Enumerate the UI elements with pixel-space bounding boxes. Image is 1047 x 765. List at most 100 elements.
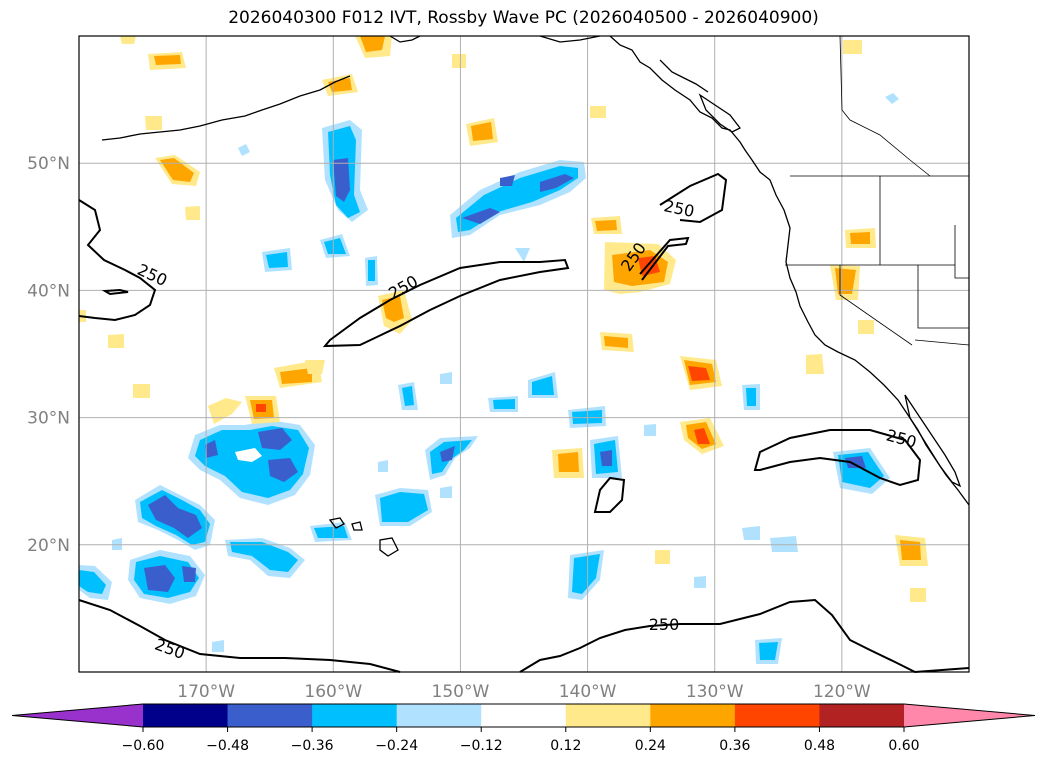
contour-line: [322, 258, 570, 348]
anomaly-patch: [843, 40, 862, 54]
anomaly-patch: [452, 54, 466, 68]
colorbar-bin: [565, 704, 651, 727]
map-title: 2026040300 F012 IVT, Rossby Wave PC (202…: [228, 8, 819, 28]
lon-tick-label: 170°W: [177, 682, 235, 702]
anomaly-patch: [493, 399, 515, 409]
anomaly-patch: [112, 538, 122, 550]
anomaly-patch: [380, 492, 428, 522]
anomaly-patch: [328, 78, 352, 92]
anomaly-patch: [185, 206, 200, 220]
anomaly-patch: [600, 450, 612, 466]
colorbar-under-extension: [12, 704, 143, 727]
latitude-tick-labels: 20°N 30°N 40°N 50°N: [27, 154, 70, 556]
anomaly-patch: [212, 640, 224, 652]
baja-california: [904, 394, 962, 488]
colorbar-tick-label: −0.24: [375, 738, 418, 754]
anomaly-patch: [558, 452, 579, 472]
colorbar-over-extension: [904, 704, 1035, 727]
anomaly-patch: [462, 174, 574, 224]
anomaly-patch: [148, 495, 202, 538]
colorbar-bin: [143, 704, 229, 727]
anomaly-patch: [644, 424, 656, 436]
colorbar-tick-label: −0.12: [460, 738, 503, 754]
anomaly-patch: [108, 334, 124, 348]
anomaly-patch: [230, 542, 298, 572]
colorbar-tick-labels: −0.60 −0.48 −0.36 −0.24 −0.12 0.12 0.24 0.36 0.4…: [122, 727, 920, 754]
anomaly-patch: [360, 36, 385, 52]
map-area: 250 250 250 250 250 250 250: [78, 35, 970, 674]
contour-line: [78, 199, 157, 322]
north-america-coastline: [609, 35, 970, 506]
contour-line: [753, 429, 922, 487]
contour-line: [519, 598, 970, 674]
contour-label: 250: [649, 615, 680, 634]
contour-line: [639, 236, 690, 281]
lon-tick-label: 150°W: [432, 682, 490, 702]
anomaly-patch: [694, 428, 710, 444]
ivt-250-contours: [78, 172, 970, 674]
kodiak: [389, 35, 421, 43]
grid-lines: [79, 36, 969, 672]
anomaly-patch: [910, 588, 926, 602]
colorbar-bin: [734, 704, 820, 727]
anomaly-patch: [885, 93, 899, 104]
anomaly-patch: [590, 106, 606, 118]
anomaly-patch: [604, 336, 628, 348]
colorbar-bin: [481, 704, 567, 727]
anomaly-patch: [256, 404, 266, 412]
anomaly-patch: [440, 446, 455, 462]
vancouver-island: [698, 93, 741, 133]
anomaly-patch: [235, 448, 262, 462]
anomaly-patch: [368, 260, 375, 281]
lat-tick-label: 40°N: [27, 281, 70, 301]
anomaly-patch: [806, 354, 824, 374]
longitude-tick-labels: 170°W 160°W 150°W 140°W 130°W 120°W: [177, 682, 871, 702]
anomaly-patch: [572, 554, 600, 594]
anomaly-patch: [79, 570, 106, 594]
southeast-alaska: [659, 59, 709, 93]
colorbar-tick-label: 0.12: [550, 738, 581, 754]
colorbar-bin: [650, 704, 736, 727]
colorbar-bin: [227, 704, 313, 727]
colorbar-tick-label: −0.48: [206, 738, 249, 754]
aleutian-islands: [101, 75, 351, 141]
anomaly-patch: [145, 116, 162, 130]
anomaly-patch: [845, 456, 866, 468]
anomaly-patch: [402, 386, 414, 406]
lat-tick-label: 30°N: [27, 409, 70, 429]
political-boundaries: [785, 35, 970, 346]
contour-line: [101, 288, 129, 296]
colorbar-tick-label: 0.60: [888, 738, 919, 754]
anomaly-patch: [900, 540, 921, 560]
colorbar-tick-label: 0.48: [804, 738, 835, 754]
anomaly-patch: [333, 158, 350, 202]
lon-tick-label: 130°W: [686, 682, 744, 702]
colorbar-bin: [396, 704, 482, 727]
anomaly-patch: [471, 122, 493, 141]
anomaly-patch: [144, 565, 196, 592]
anomaly-patch: [688, 366, 710, 381]
anomaly-patch: [742, 526, 760, 540]
colorbar-bin: [312, 704, 398, 727]
hawaii-islands: [328, 517, 399, 557]
lat-tick-label: 20°N: [27, 536, 70, 556]
map-frame: [78, 35, 970, 673]
lon-tick-label: 120°W: [813, 682, 871, 702]
colorbar-tick-label: −0.60: [122, 738, 165, 754]
anomaly-patch: [655, 550, 670, 564]
colorbar-tick-label: −0.36: [291, 738, 334, 754]
lon-tick-label: 140°W: [559, 682, 617, 702]
anomaly-patch: [440, 486, 452, 498]
anomaly-patch: [324, 238, 346, 254]
anomaly-patch: [440, 372, 452, 384]
colorbar: [11, 703, 1036, 728]
anomaly-patch: [694, 576, 706, 588]
colorbar-bin: [819, 704, 905, 727]
anomaly-patch: [160, 158, 194, 182]
anomaly-patch: [205, 428, 298, 482]
alaska-coast: [539, 35, 601, 43]
contour-line: [659, 172, 728, 224]
colorbar-tick-label: 0.36: [719, 738, 750, 754]
anomaly-patch: [280, 368, 312, 384]
